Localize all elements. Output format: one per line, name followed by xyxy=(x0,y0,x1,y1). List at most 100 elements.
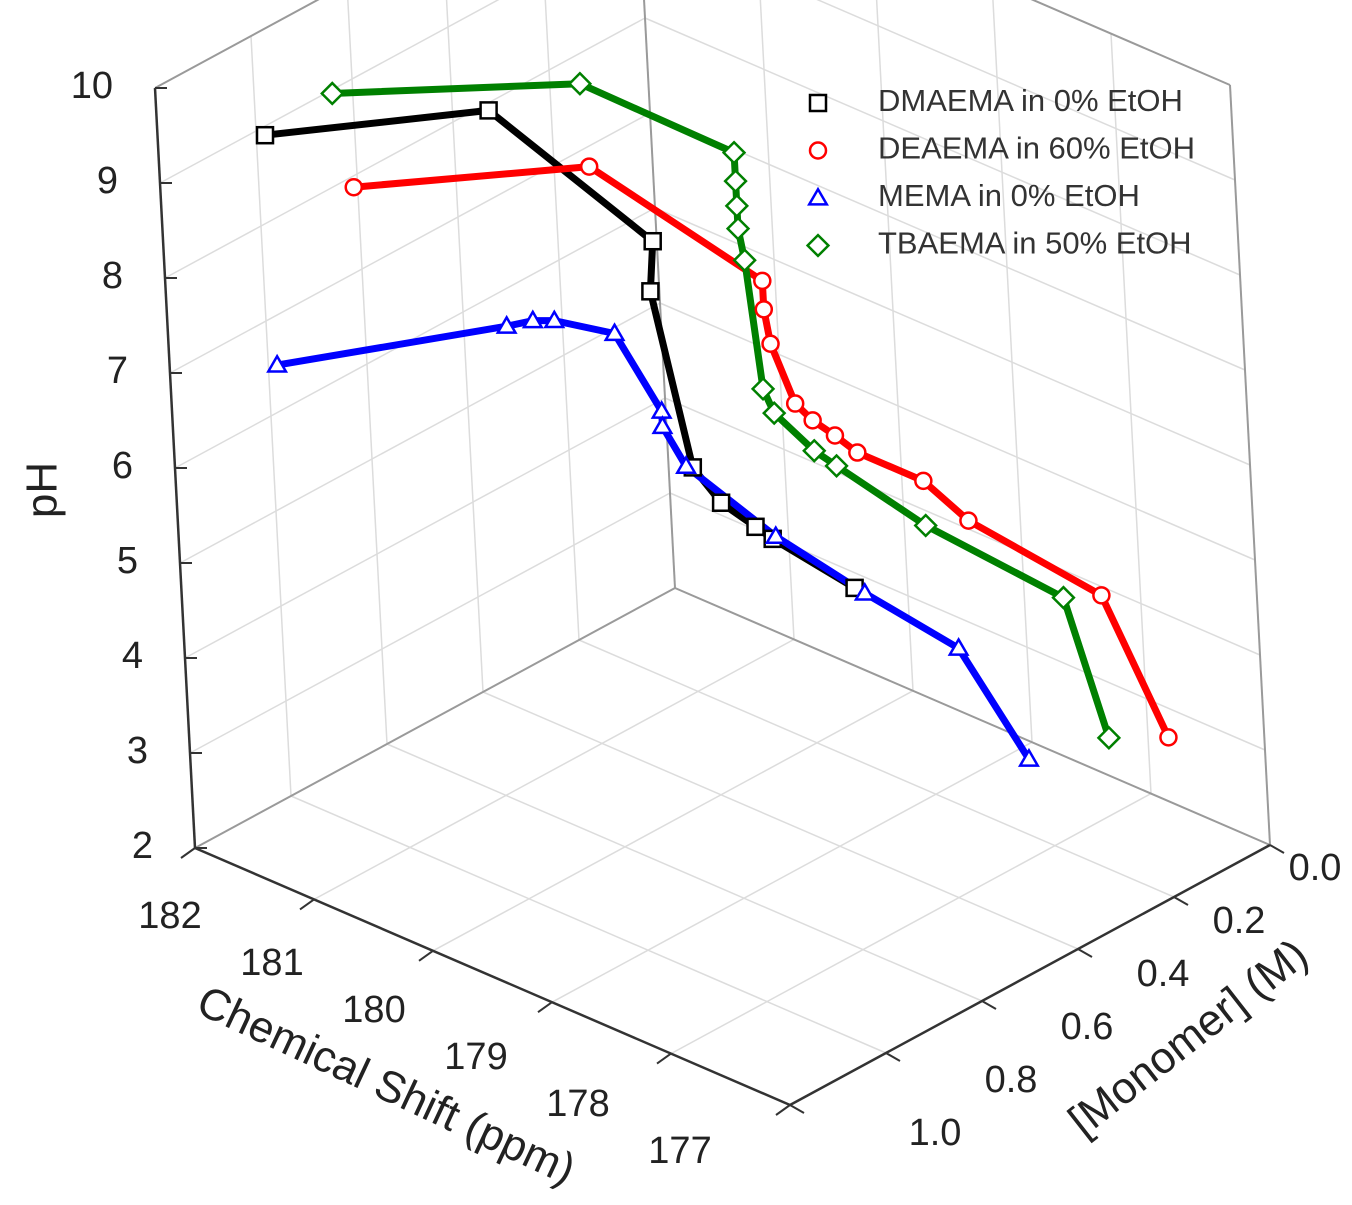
grid-line xyxy=(649,112,1246,371)
z-tick-label: 7 xyxy=(107,350,128,392)
legend: DMAEMA in 0% EtOH DEAEMA in 60% EtOH MEMA … xyxy=(805,83,1195,261)
marker xyxy=(495,314,518,334)
y-tick-label: 1.0 xyxy=(909,1112,962,1154)
z-tick-label: 3 xyxy=(127,730,148,772)
grid-line xyxy=(184,397,666,659)
marker xyxy=(802,438,827,463)
grid-line xyxy=(189,492,671,754)
tick-mark xyxy=(981,1000,997,1010)
grid-line xyxy=(551,741,1033,1003)
legend-label: TBAEMA in 50% EtOH xyxy=(878,226,1192,261)
marker xyxy=(853,581,876,601)
y-tick-label: 0.0 xyxy=(1289,847,1342,889)
marker xyxy=(603,322,626,342)
marker xyxy=(521,309,544,329)
grid-line xyxy=(1110,33,1152,794)
grid-line xyxy=(154,0,320,89)
marker xyxy=(711,493,731,512)
grid-line xyxy=(386,743,983,1002)
tick-mark xyxy=(1269,844,1285,854)
marker xyxy=(651,415,674,435)
marker xyxy=(721,140,747,165)
marker xyxy=(266,353,289,373)
tick-mark xyxy=(299,898,315,911)
legend-marker xyxy=(805,233,831,258)
grid-line xyxy=(313,638,795,901)
grid-line xyxy=(250,35,292,797)
marker xyxy=(803,411,822,430)
box-edge xyxy=(154,0,320,89)
marker xyxy=(255,125,275,145)
marker xyxy=(641,282,660,301)
grid-line xyxy=(174,207,656,469)
x-tick-label: 180 xyxy=(342,989,405,1031)
marker xyxy=(732,248,757,273)
y-tick-label: 0.6 xyxy=(1061,1006,1114,1048)
legend-marker xyxy=(807,186,829,206)
marker xyxy=(643,231,662,251)
z-tick-label: 8 xyxy=(102,255,123,297)
tick-mark xyxy=(1173,896,1189,906)
x-tick-label: 179 xyxy=(444,1036,507,1078)
marker xyxy=(914,471,933,491)
marker xyxy=(764,525,787,545)
marker xyxy=(848,443,867,462)
marker xyxy=(543,309,566,329)
x-tick-label: 181 xyxy=(240,942,303,984)
z-tick-label: 2 xyxy=(132,825,153,867)
tick-mark xyxy=(418,949,434,962)
legend-label: DEAEMA in 60% EtOH xyxy=(878,131,1195,166)
grid-line xyxy=(290,795,887,1054)
marker xyxy=(824,453,849,479)
y-tick-label: 0.8 xyxy=(985,1059,1038,1101)
grid-line xyxy=(169,112,651,374)
marker xyxy=(1096,725,1122,750)
tick-mark xyxy=(789,1104,805,1114)
marker xyxy=(761,334,780,354)
grid-line xyxy=(670,792,1152,1055)
legend-marker xyxy=(808,93,828,113)
marker xyxy=(675,455,698,474)
marker xyxy=(724,193,750,218)
x-tick-label: 178 xyxy=(546,1083,609,1125)
axes-box: 2 3 4 5 6 7 8 9 10 177 178 179 180 181 182 0.0 0.2 0.4 0.6… xyxy=(18,0,1342,1194)
grid-line xyxy=(644,17,1241,276)
marker xyxy=(754,300,774,319)
tick-mark xyxy=(885,1052,901,1062)
box-edge xyxy=(194,587,676,849)
tick-mark xyxy=(1077,948,1093,958)
grid-line xyxy=(164,17,646,279)
grid-line xyxy=(654,207,1251,466)
marker xyxy=(1159,728,1178,747)
grid-line xyxy=(179,302,661,564)
legend-label: MEMA in 0% EtOH xyxy=(878,178,1140,213)
box-edge xyxy=(674,587,1271,846)
grid-line xyxy=(578,639,1175,898)
x-tick-label: 182 xyxy=(138,895,201,937)
tick-mark xyxy=(656,1052,672,1065)
tick-mark xyxy=(775,1104,791,1116)
grid-line xyxy=(875,0,914,691)
z-tick-label: 10 xyxy=(71,65,113,107)
plot-area: DMAEMA in 0% EtOH DEAEMA in 60% EtOH MEMA … xyxy=(255,71,1195,767)
marker xyxy=(479,101,498,120)
marker xyxy=(1051,585,1076,610)
legend-label: DMAEMA in 0% EtOH xyxy=(878,83,1183,118)
series-line xyxy=(276,317,1032,762)
z-tick-label: 4 xyxy=(122,635,143,677)
y-tick-label: 0.2 xyxy=(1213,900,1266,942)
marker xyxy=(567,71,593,96)
tick-mark xyxy=(180,847,196,859)
marker xyxy=(723,168,748,194)
marker xyxy=(947,636,970,656)
grid-line xyxy=(482,691,1079,950)
marker xyxy=(320,81,345,106)
marker xyxy=(579,157,599,176)
grid-line xyxy=(992,0,1033,743)
z-axis-title: pH xyxy=(18,462,67,518)
legend-marker xyxy=(808,141,828,160)
grid-line xyxy=(445,0,484,693)
z-tick-label: 5 xyxy=(117,540,138,582)
marker xyxy=(825,426,845,445)
